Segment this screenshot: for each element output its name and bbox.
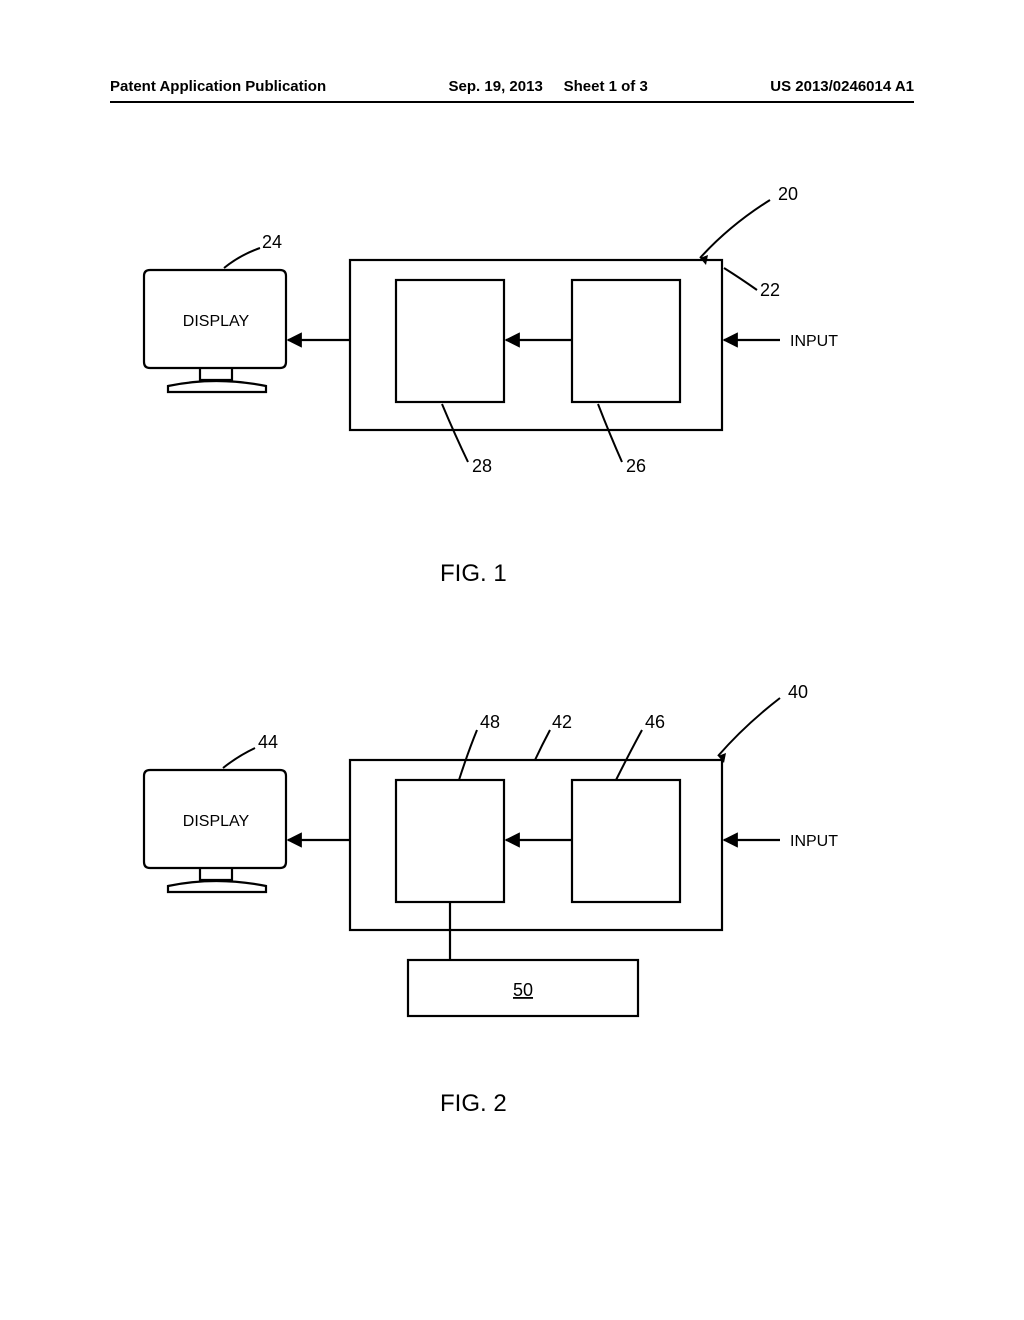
fig1-ref-22: 22 <box>760 280 780 300</box>
fig2-aux-label: 50 <box>513 980 533 1000</box>
fig2-leader-42 <box>535 730 550 760</box>
fig2-ref-44: 44 <box>258 732 278 752</box>
fig2-box-left <box>396 780 504 902</box>
fig2-box-right <box>572 780 680 902</box>
fig1-ref-20: 20 <box>778 184 798 204</box>
fig1-leader-20 <box>700 200 770 258</box>
fig2-leader-46 <box>616 730 642 780</box>
fig2-ref-46: 46 <box>645 712 665 732</box>
fig1-leader-24 <box>224 248 260 268</box>
fig1-ref-28: 28 <box>472 456 492 476</box>
fig2-leader-48 <box>459 730 477 780</box>
fig2-display-label: DISPLAY <box>183 813 250 830</box>
fig2-ref-40: 40 <box>788 682 808 702</box>
fig2-input-label: INPUT <box>790 833 838 850</box>
fig1-container-box <box>350 260 722 430</box>
fig1-box-left <box>396 280 504 402</box>
fig2-monitor-icon: DISPLAY <box>144 770 286 892</box>
figure-2: DISPLAY 50 INPUT 40 42 44 46 48 <box>0 500 1024 1200</box>
fig2-ref-48: 48 <box>480 712 500 732</box>
fig1-display-label: DISPLAY <box>183 313 250 330</box>
fig1-leader-26 <box>598 404 622 462</box>
fig2-leader-44 <box>223 748 255 768</box>
fig1-ref-24: 24 <box>262 232 282 252</box>
patent-page: Patent Application Publication Sep. 19, … <box>0 0 1024 1320</box>
fig1-leader-22 <box>724 268 757 290</box>
fig1-leader-28 <box>442 404 468 462</box>
fig1-ref-26: 26 <box>626 456 646 476</box>
fig1-monitor-icon: DISPLAY <box>144 270 286 392</box>
fig2-caption: FIG. 2 <box>440 1090 507 1118</box>
fig1-input-label: INPUT <box>790 333 838 350</box>
fig1-box-right <box>572 280 680 402</box>
fig2-container-box <box>350 760 722 930</box>
fig2-leader-40 <box>718 698 780 756</box>
fig2-ref-42: 42 <box>552 712 572 732</box>
